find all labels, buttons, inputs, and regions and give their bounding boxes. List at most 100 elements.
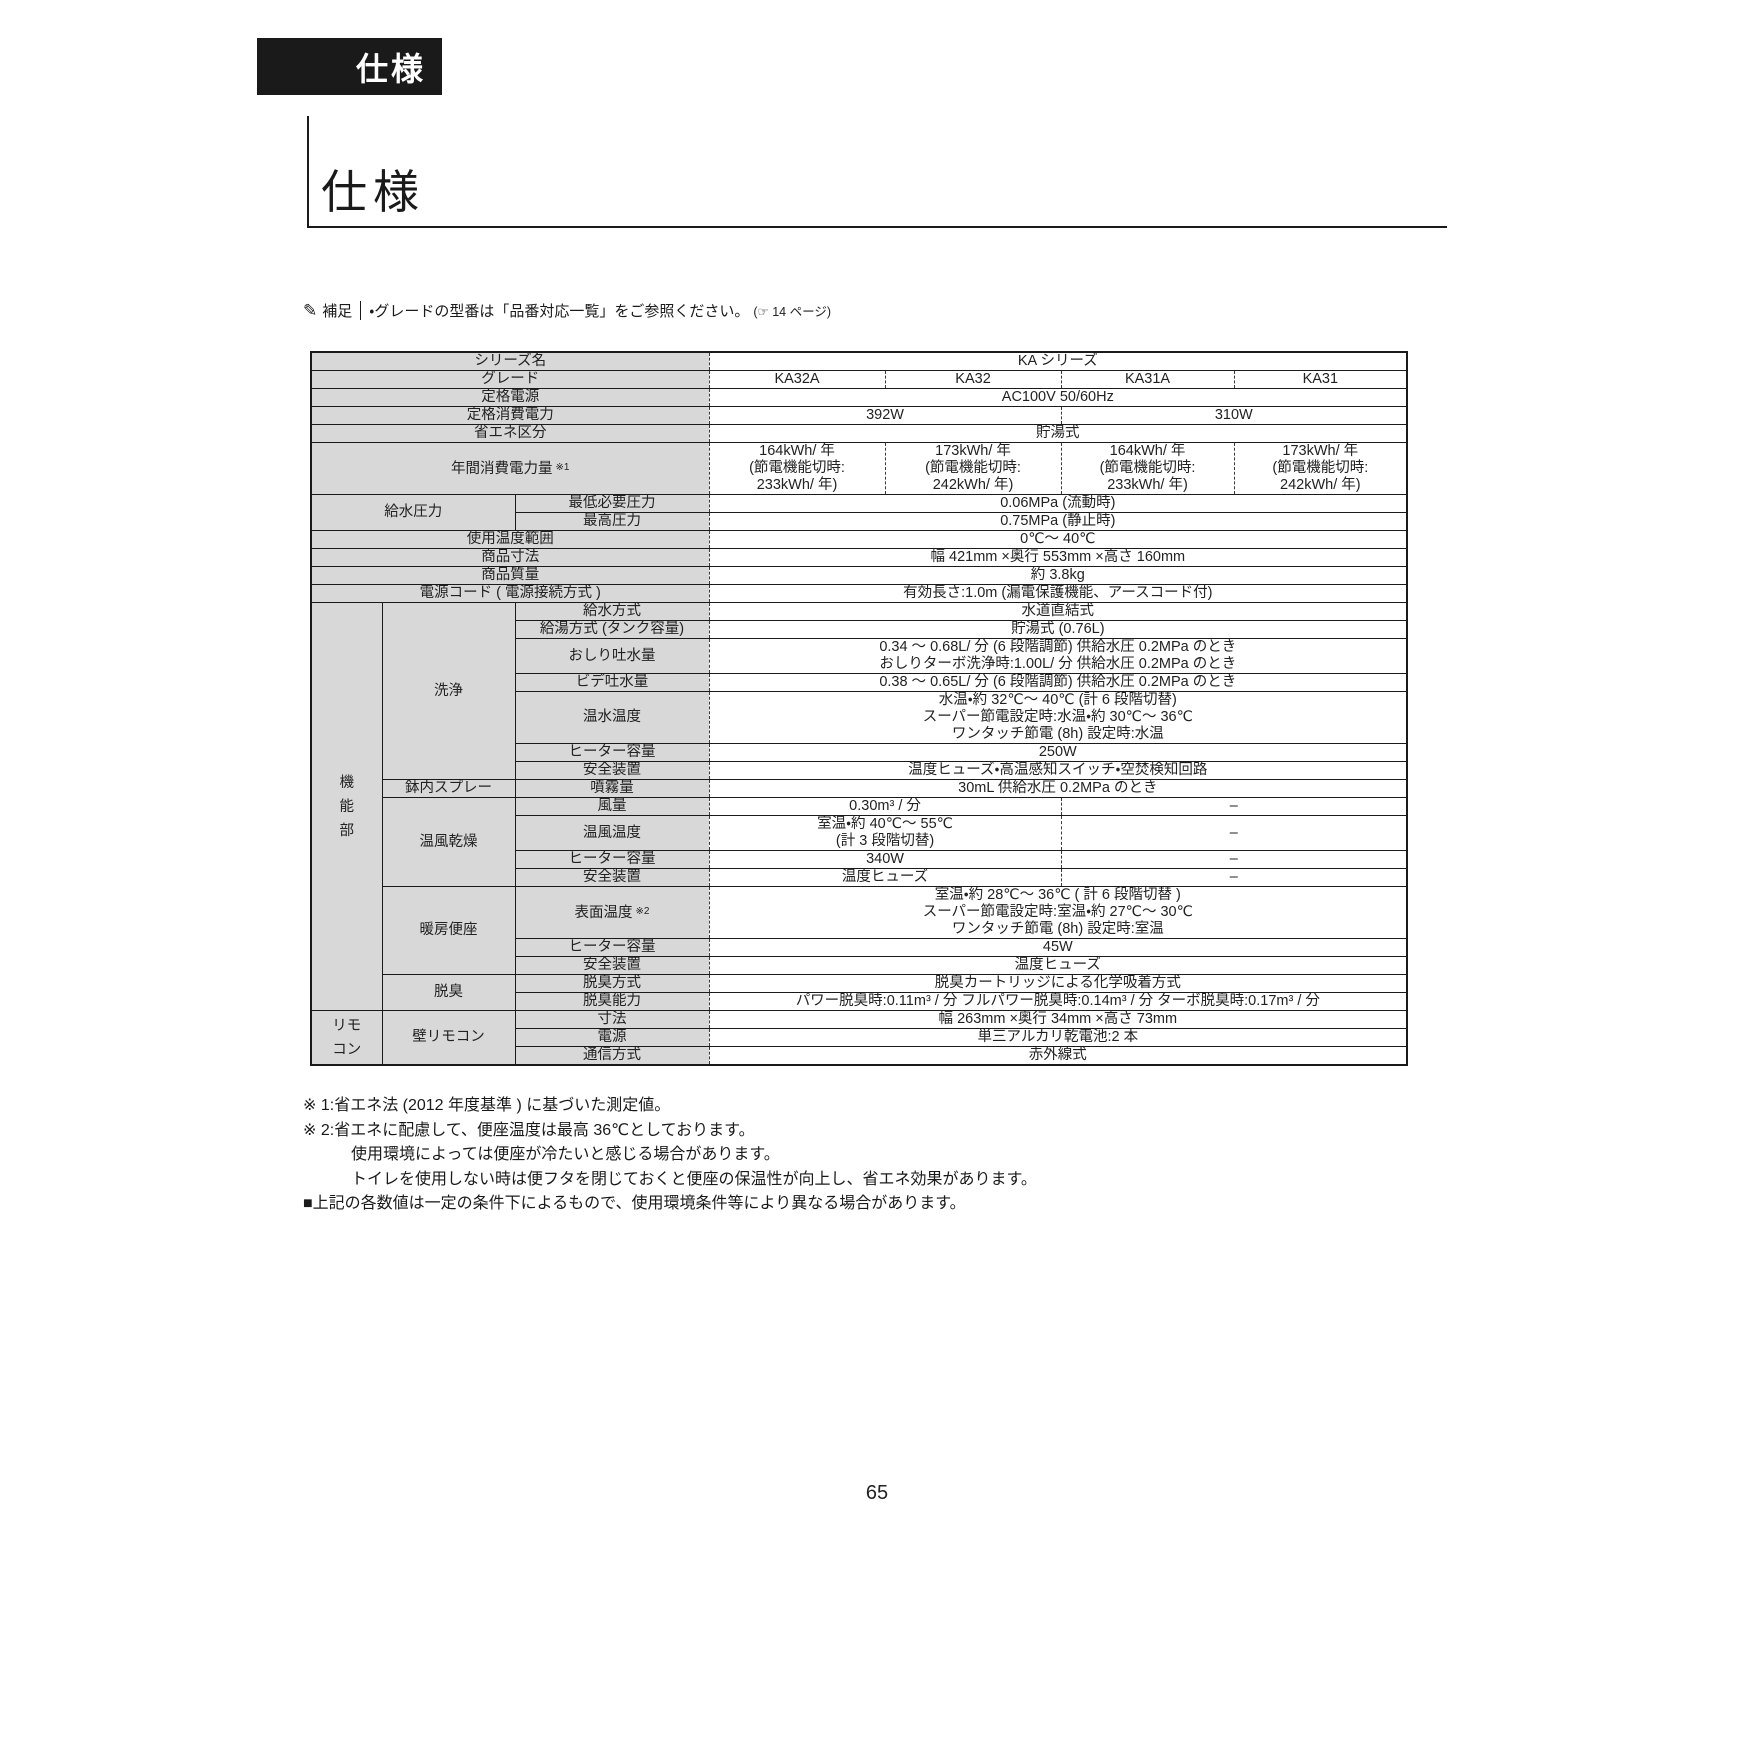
- cell-seat-safety-value: 温度ヒューズ: [708, 956, 1408, 975]
- cell-grade-ka31: KA31: [1233, 370, 1408, 389]
- row-deodorizer-capacity: 脱臭能力 パワー脱臭時:0.11m³ / 分 フルパワー脱臭時:0.14m³ /…: [311, 992, 1408, 1011]
- cell-line: 173kWh/ 年: [935, 443, 1011, 460]
- cell-line: 242kWh/ 年): [932, 477, 1014, 493]
- row-dryer-safety: 安全装置 温度ヒューズ –: [311, 868, 1408, 887]
- cell-wash-safety-label: 安全装置: [514, 761, 710, 780]
- cell-line: リモ: [332, 1017, 362, 1034]
- cell-line: (節電機能切時:: [1272, 460, 1369, 476]
- section-title-block: 仕様: [307, 116, 1447, 228]
- cell-line: (計 3 段階切替): [835, 833, 935, 849]
- cell-surface-temp-value: 室温・約 28℃〜 36℃ ( 計 6 段階切替 ) スーパー節電設定時:室温・…: [708, 886, 1408, 939]
- row-water-supply: 機 能 部 洗浄 給水方式 水道直結式: [311, 602, 1408, 1011]
- cell-deodorizer-method-value: 脱臭カートリッジによる化学吸着方式: [708, 974, 1408, 993]
- footnote-2-cont2: トイレを使用しない時は便フタを閉じておくと便座の保温性が向上し、省エネ効果があり…: [351, 1170, 1037, 1188]
- cell-dryer-safety-left: 温度ヒューズ: [708, 868, 1062, 887]
- cell-dryer-safety-label: 安全装置: [514, 868, 710, 887]
- cell-line: (節電機能切時:: [749, 460, 845, 476]
- cell-dryer-heater-label: ヒーター容量: [514, 850, 710, 869]
- cell-airflow-left: 0.30m³ / 分: [708, 797, 1062, 816]
- cell-spray-group: 鉢内スプレー: [381, 779, 515, 798]
- cell-function-section-label: 機 能 部: [311, 602, 382, 1011]
- row-bowl-spray: 鉢内スプレー 噴霧量 30mL 供給水圧 0.2MPa のとき: [311, 779, 1408, 798]
- row-rear-flow: おしり吐水量 0.34 〜 0.68L/ 分 (6 段階調節) 供給水圧 0.2…: [311, 638, 1408, 674]
- cell-line: 機: [339, 774, 355, 791]
- cell-grade-ka31a: KA31A: [1060, 370, 1235, 389]
- footnotes: ※ 1:省エネ法 (2012 年度基準 ) に基づいた測定値。 ※ 2:省エネに…: [303, 1094, 1037, 1217]
- cell-max-pressure-label: 最高圧力: [514, 512, 710, 531]
- cell-line: 室温・約 28℃〜 36℃ ( 計 6 段階切替 ): [934, 887, 1181, 904]
- cell-line: コン: [332, 1041, 362, 1058]
- row-power-cord: 電源コード ( 電源接続方式 ) 有効長さ:1.0m (漏電保護機能、アースコー…: [311, 584, 1408, 603]
- row-wash-heater: ヒーター容量 250W: [311, 743, 1408, 762]
- cell-spray-value: 30mL 供給水圧 0.2MPa のとき: [708, 779, 1408, 798]
- cell-line: 242kWh/ 年): [1280, 477, 1361, 493]
- row-rated-consumption: 定格消費電力 392W 310W: [311, 406, 1408, 425]
- cell-remote-section-label: リモ コン: [311, 1010, 382, 1066]
- cell-surface-temp-label: 表面温度 ※2: [514, 886, 710, 939]
- cell-bidet-flow-label: ビデ吐水量: [514, 673, 710, 692]
- cell-wall-remote-group: 壁リモコン: [381, 1010, 515, 1066]
- row-rated-power-source: 定格電源 AC100V 50/60Hz: [311, 388, 1408, 407]
- row-deodorizer-method: 脱臭 脱臭方式 脱臭カートリッジによる化学吸着方式: [311, 974, 1408, 1011]
- cell-line: スーパー節電設定時:水温・約 30℃〜 36℃: [922, 709, 1193, 725]
- row-water-pressure-min: 給水圧力 最低必要圧力 0.06MPa (流動時): [311, 494, 1408, 531]
- cell-seat-heater-value: 45W: [708, 938, 1408, 957]
- cell-line: 173kWh/ 年: [1282, 443, 1359, 460]
- cell-line: おしりターボ洗浄時:1.00L/ 分 供給水圧 0.2MPa のとき: [879, 656, 1237, 672]
- cell-airflow-right: –: [1060, 797, 1408, 816]
- note-text: ・グレードの型番は「品番対応一覧」をご参照ください。: [369, 303, 750, 320]
- note-label: 補足: [322, 303, 353, 320]
- cell-dryer-safety-right: –: [1060, 868, 1408, 887]
- cell-spray-label: 噴霧量: [514, 779, 710, 798]
- row-wash-safety: 安全装置 温度ヒューズ・高温感知スイッチ・空焚検知回路: [311, 761, 1408, 780]
- cell-annual-ka32a: 164kWh/ 年 (節電機能切時: 233kWh/ 年): [708, 442, 886, 495]
- row-air-temp: 温風温度 室温・約 40℃〜 55℃ (計 3 段階切替) –: [311, 815, 1408, 851]
- cell-dimensions-label: 商品寸法: [311, 548, 710, 567]
- cell-line: ワンタッチ節電 (8h) 設定時:室温: [951, 921, 1164, 937]
- cell-seat-safety-label: 安全装置: [514, 956, 710, 975]
- cell-energy-class-label: 省エネ区分: [311, 424, 710, 443]
- cell-wash-heater-label: ヒーター容量: [514, 743, 710, 762]
- cell-remote-power-label: 電源: [514, 1028, 710, 1047]
- cell-consumption-label: 定格消費電力: [311, 406, 710, 425]
- page-number: 65: [865, 1482, 889, 1504]
- cell-dimensions-value: 幅 421mm ×奥行 553mm ×高さ 160mm: [708, 548, 1408, 567]
- chapter-tab-label: 仕様: [355, 50, 426, 87]
- row-remote-size: リモ コン 壁リモコン 寸法 幅 263mm ×奥行 34mm ×高さ 73mm: [311, 1010, 1408, 1066]
- note-page-ref: (☞ 14 ページ): [753, 305, 832, 319]
- cell-max-pressure-value: 0.75MPa (静止時): [708, 512, 1408, 531]
- row-dimensions: 商品寸法 幅 421mm ×奥行 553mm ×高さ 160mm: [311, 548, 1408, 567]
- cell-air-temp-left: 室温・約 40℃〜 55℃ (計 3 段階切替): [708, 815, 1062, 851]
- footnote-mark-2: ※2: [635, 906, 650, 917]
- cell-line: 233kWh/ 年): [756, 477, 838, 493]
- cell-water-pressure-label: 給水圧力: [311, 494, 515, 531]
- cell-line: 164kWh/ 年: [759, 443, 835, 460]
- cell-dryer-heater-right: –: [1060, 850, 1408, 869]
- cell-annual-ka31a: 164kWh/ 年 (節電機能切時: 233kWh/ 年): [1060, 442, 1235, 495]
- cell-annual-label: 年間消費電力量 ※1: [311, 442, 710, 495]
- row-remote-power: 電源 単三アルカリ乾電池:2 本: [311, 1028, 1408, 1047]
- general-note: ■上記の各数値は一定の条件下によるもので、使用環境条件等により異なる場合がありま…: [303, 1195, 966, 1212]
- cell-series-value: KA シリーズ: [708, 351, 1408, 371]
- cell-hot-water-label: 給湯方式 (タンク容量): [514, 620, 710, 639]
- cell-deodorizer-capacity-value: パワー脱臭時:0.11m³ / 分 フルパワー脱臭時:0.14m³ / 分 ター…: [708, 992, 1408, 1011]
- row-seat-safety: 安全装置 温度ヒューズ: [311, 956, 1408, 975]
- row-temp-range: 使用温度範囲 0℃〜 40℃: [311, 530, 1408, 549]
- cell-wash-safety-value: 温度ヒューズ・高温感知スイッチ・空焚検知回路: [708, 761, 1408, 780]
- cell-line: 室温・約 40℃〜 55℃: [817, 816, 953, 833]
- cell-dryer-heater-left: 340W: [708, 850, 1062, 869]
- cell-rear-flow-label: おしり吐水量: [514, 638, 710, 674]
- cell-remote-size-value: 幅 263mm ×奥行 34mm ×高さ 73mm: [708, 1010, 1408, 1029]
- row-annual-energy: 年間消費電力量 ※1 164kWh/ 年 (節電機能切時: 233kWh/ 年) …: [311, 442, 1408, 495]
- supplement-note: ✎ 補足 ・グレードの型番は「品番対応一覧」をご参照ください。 (☞ 14 ペー…: [303, 300, 831, 321]
- cell-remote-size-label: 寸法: [514, 1010, 710, 1029]
- cell-min-pressure-label: 最低必要圧力: [514, 494, 710, 513]
- row-series: シリーズ名 KA シリーズ: [311, 351, 1408, 371]
- note-divider: [360, 301, 362, 320]
- row-airflow: 温風乾燥 風量 0.30m³ / 分 –: [311, 797, 1408, 887]
- cell-min-pressure-value: 0.06MPa (流動時): [708, 494, 1408, 513]
- cell-line: 水温・約 32℃〜 40℃ (計 6 段階切替): [938, 692, 1177, 709]
- cell-annual-ka31: 173kWh/ 年 (節電機能切時: 242kWh/ 年): [1233, 442, 1408, 495]
- cell-deodorizer-capacity-label: 脱臭能力: [514, 992, 710, 1011]
- cell-line: 能: [339, 798, 355, 815]
